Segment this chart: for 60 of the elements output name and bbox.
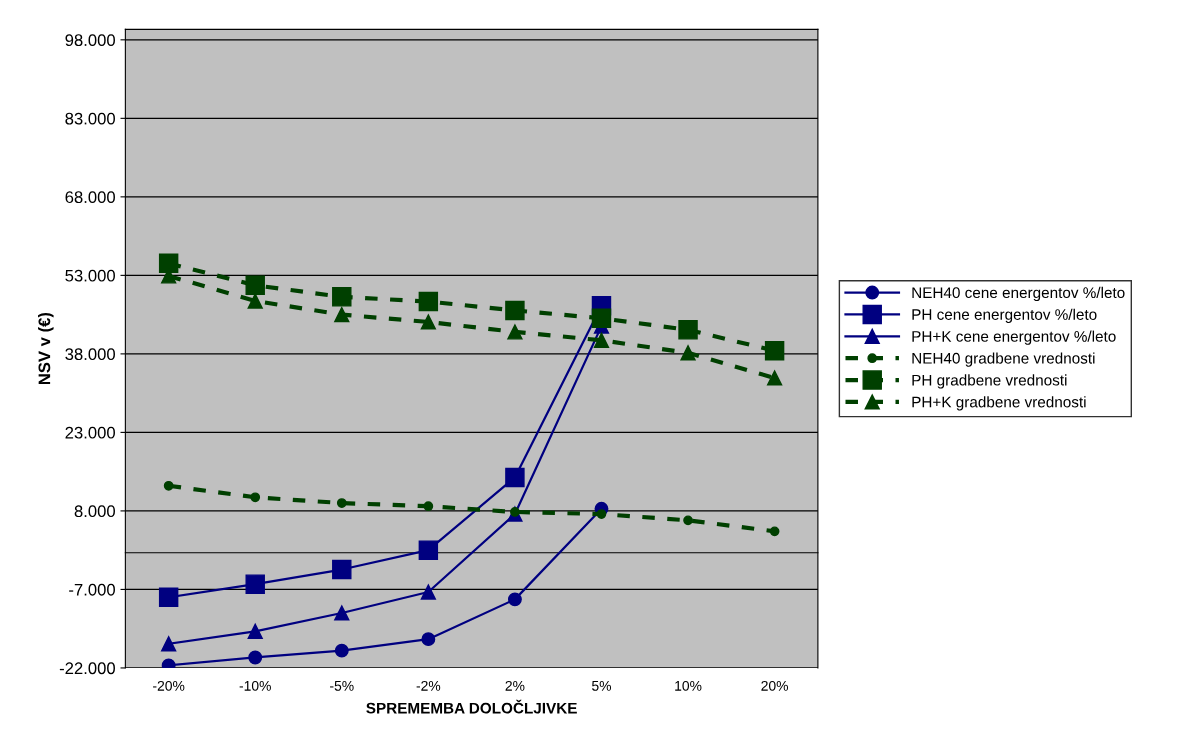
point [334, 306, 350, 323]
point [423, 501, 434, 512]
point [769, 526, 780, 537]
y-tick-label: 83.000 [65, 112, 115, 125]
point [764, 341, 785, 361]
point [334, 605, 350, 621]
y-tick-label: 38.000 [65, 348, 115, 361]
point [250, 492, 261, 503]
point [245, 275, 265, 296]
point [334, 643, 349, 658]
y-tick-label: -22.000 [59, 662, 115, 675]
point [420, 314, 436, 330]
point [418, 540, 439, 560]
point [420, 584, 436, 600]
point [678, 320, 698, 340]
point [158, 253, 179, 274]
y-axis-title: NSV v (€) [38, 312, 54, 385]
y-tick-label: 68.000 [65, 191, 115, 204]
point [245, 574, 265, 594]
point [247, 623, 263, 639]
point [680, 345, 696, 361]
y-tick-label: -7.000 [69, 583, 115, 596]
y-tick-label: 53.000 [65, 269, 115, 282]
point [505, 300, 525, 321]
legend-label: PH cene energentov %/leto [912, 308, 1097, 323]
y-tick-label: 8.000 [74, 505, 115, 518]
point [163, 480, 174, 491]
x-tick-label: -2% [416, 680, 441, 691]
point [247, 293, 263, 309]
x-tick-label: 10% [675, 680, 702, 691]
point [332, 287, 352, 307]
point [421, 632, 436, 647]
legend-label: PH+K cene energentov %/leto [912, 330, 1116, 345]
point [161, 636, 177, 652]
x-tick-label: 2% [505, 680, 525, 691]
x-tick-label: 20% [761, 680, 789, 691]
point [418, 291, 439, 312]
x-tick-label: -5% [330, 680, 354, 691]
point [766, 370, 783, 386]
point [593, 332, 610, 348]
x-tick-label: 5% [592, 680, 612, 691]
point [591, 308, 612, 329]
legend-label: PH+K gradbene vrednosti [912, 396, 1086, 411]
x-axis-title: SPREMEMBA DOLOČLJIVKE [366, 699, 577, 714]
point [507, 592, 522, 607]
x-tick-label: -10% [239, 680, 271, 691]
legend-label: PH gradbene vrednosti [912, 374, 1067, 389]
point [158, 587, 179, 608]
x-tick-label: -20% [153, 680, 185, 691]
point [336, 498, 347, 508]
point [683, 515, 693, 526]
y-tick-label: 98.000 [65, 34, 115, 47]
legend-label: NEH40 cene energentov %/leto [912, 286, 1125, 302]
point [507, 324, 523, 340]
point [596, 509, 607, 519]
point [248, 650, 263, 665]
legend-label: NEH40 gradbene vrednosti [912, 352, 1095, 367]
point [505, 467, 525, 488]
point [332, 559, 352, 580]
y-tick-label: 23.000 [65, 426, 115, 439]
